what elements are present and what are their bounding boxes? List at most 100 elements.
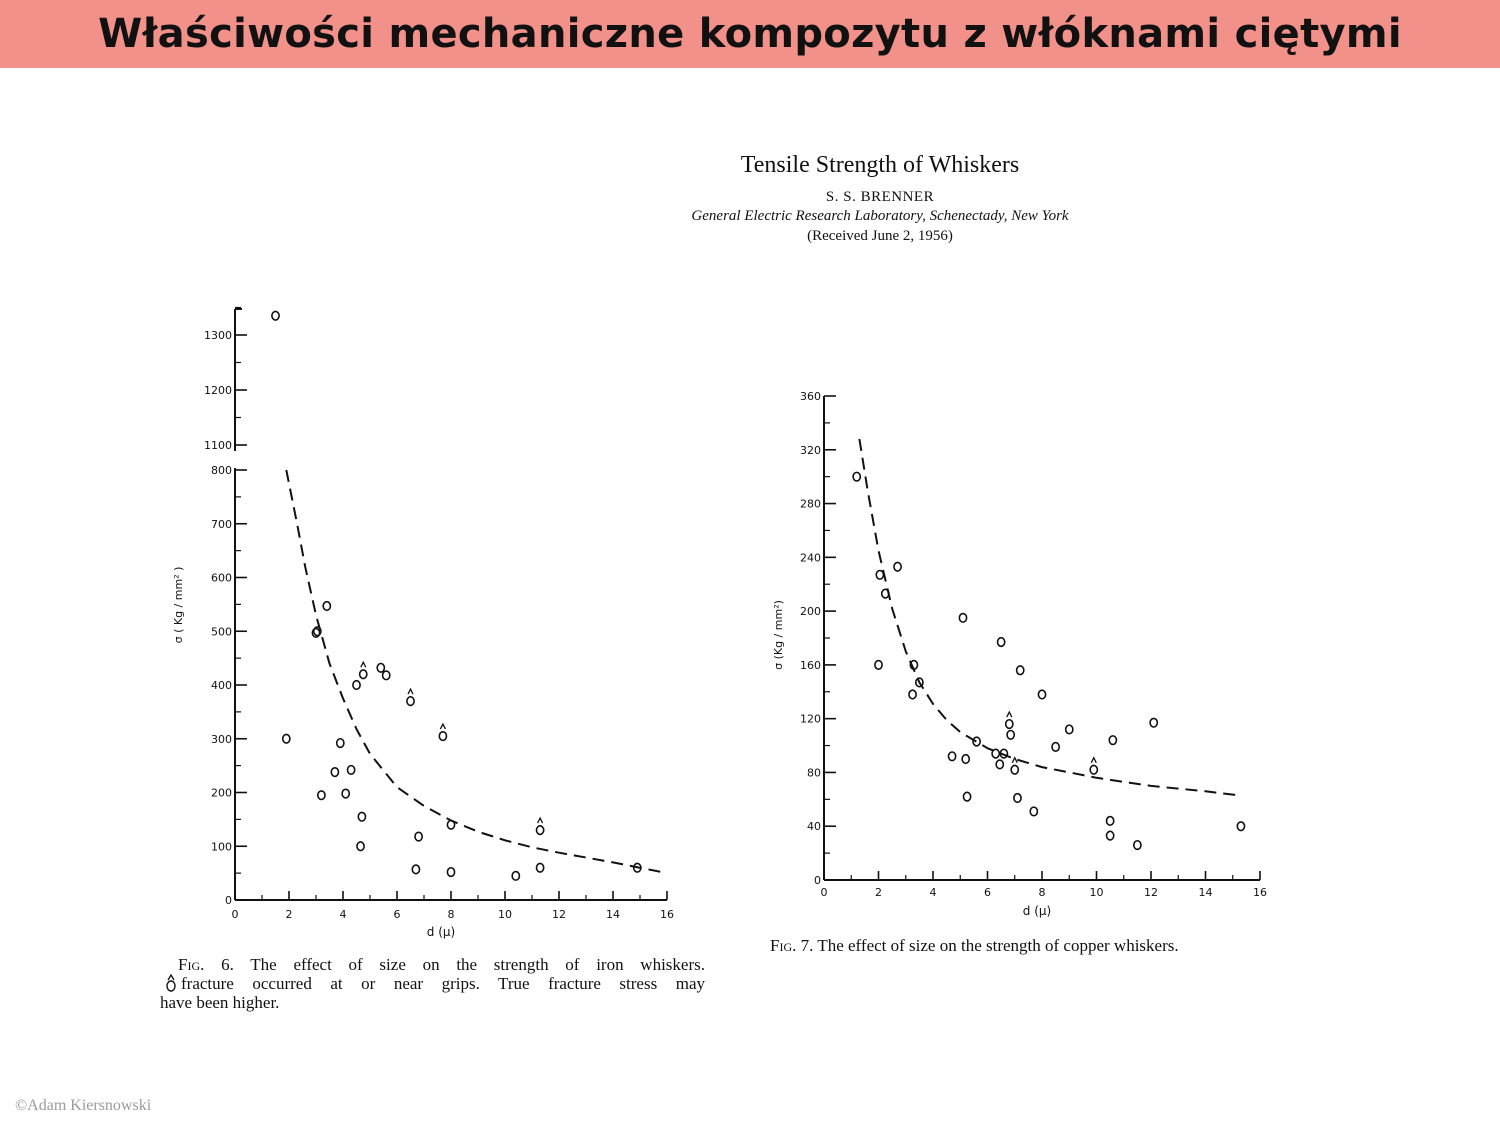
fig6-y-axis-label: σ ( Kg / mm² ) bbox=[172, 567, 185, 644]
fig6-data-point bbox=[341, 788, 351, 799]
fig7-data-point bbox=[991, 748, 1001, 759]
fig7-data-point bbox=[1149, 717, 1159, 728]
fig6-data-point bbox=[352, 679, 361, 691]
paper-author: S. S. BRENNER bbox=[825, 189, 935, 205]
fig7-x-tick-label: 4 bbox=[930, 886, 937, 899]
fig7-data-point bbox=[999, 748, 1009, 759]
fig6-data-point bbox=[311, 627, 321, 638]
fig7-data-point bbox=[958, 612, 968, 623]
paper-received-date: (Received June 2, 1956) bbox=[807, 228, 953, 244]
fig7-data-point bbox=[875, 569, 885, 580]
fig6-data-point bbox=[511, 870, 521, 881]
fig6-data-point bbox=[406, 696, 415, 707]
fig6-y-tick-label: 100 bbox=[211, 840, 232, 853]
fig7-data-point bbox=[880, 588, 890, 599]
fig7-data-point bbox=[961, 753, 971, 765]
fig7-data-point bbox=[1064, 724, 1074, 735]
fig7-x-tick-label: 16 bbox=[1253, 886, 1267, 899]
fig7-data-point bbox=[908, 689, 917, 700]
grip-fracture-symbol-icon bbox=[166, 974, 176, 992]
fig7-copper-chart: 0 2 4 6 8 10 12 14 1604080120160200240280320360d… bbox=[772, 390, 1267, 918]
fig7-data-point bbox=[1089, 764, 1099, 775]
fig7-trend-line bbox=[858, 438, 1239, 797]
fig7-data-point bbox=[1105, 830, 1115, 841]
fig6-y-tick-label-upper: 1100 bbox=[204, 439, 232, 452]
fig6-data-point-grip-arrow bbox=[537, 816, 544, 824]
fig7-y-tick-label: 360 bbox=[800, 390, 821, 403]
fig6-y-tick-label-upper: 1200 bbox=[204, 384, 232, 397]
fig6-y-tick-label: 800 bbox=[211, 464, 232, 477]
fig7-data-point-grip-arrow bbox=[1006, 710, 1013, 718]
fig6-x-tick-label: 14 bbox=[606, 908, 620, 921]
fig7-data-point bbox=[914, 677, 924, 688]
paper-affiliation: General Electric Research Laboratory, Sc… bbox=[691, 208, 1069, 224]
fig7-data-point bbox=[1105, 815, 1115, 826]
slide-title-bar: Właściwości mechaniczne kompozytu z włók… bbox=[0, 0, 1500, 68]
fig7-data-point bbox=[1015, 665, 1025, 676]
fig7-x-tick-label: 6 bbox=[984, 886, 991, 899]
fig7-data-point bbox=[962, 791, 972, 802]
fig6-data-point bbox=[446, 866, 456, 878]
fig7-data-point bbox=[1006, 729, 1016, 740]
fig7-data-point bbox=[1037, 689, 1047, 700]
fig6-x-tick-label: 6 bbox=[394, 908, 401, 921]
fig6-data-point bbox=[271, 310, 280, 321]
fig7-data-point bbox=[909, 659, 919, 670]
fig6-data-point bbox=[381, 670, 391, 681]
fig7-caption: Fig. 7. The effect of size on the streng… bbox=[770, 936, 1290, 955]
fig6-y-tick-label: 400 bbox=[211, 679, 232, 692]
fig7-y-tick-label: 80 bbox=[807, 766, 821, 779]
fig6-x-axis-label: d (μ) bbox=[427, 925, 455, 939]
fig6-x-tick-label: 4 bbox=[340, 908, 347, 921]
fig6-caption-line2: fracture occurred at or near grips. True… bbox=[160, 974, 705, 993]
fig7-caption-label: Fig. 7. bbox=[770, 936, 814, 955]
fig7-x-tick-label: 2 bbox=[875, 886, 882, 899]
slide-title: Właściwości mechaniczne kompozytu z włók… bbox=[98, 11, 1402, 57]
fig6-data-point bbox=[414, 831, 423, 842]
fig6-data-point bbox=[535, 825, 545, 836]
fig6-caption: Fig. 6. The effect of size on the streng… bbox=[160, 955, 705, 1012]
fig6-x-tick-label: 2 bbox=[286, 908, 293, 921]
fig6-caption-text-2: fracture occurred at or near grips. True… bbox=[181, 974, 705, 993]
fig6-data-point bbox=[356, 841, 365, 852]
fig6-trend-line bbox=[285, 469, 662, 873]
fig7-data-point bbox=[1108, 735, 1118, 746]
fig7-y-tick-label: 200 bbox=[800, 605, 821, 618]
fig6-caption-text-3: have been higher. bbox=[160, 993, 280, 1012]
fig7-data-point bbox=[972, 736, 981, 747]
fig7-y-tick-label: 320 bbox=[800, 444, 821, 457]
fig7-x-tick-label: 12 bbox=[1144, 886, 1158, 899]
fig7-y-tick-label: 40 bbox=[807, 820, 821, 833]
fig6-data-point bbox=[376, 662, 386, 673]
fig6-data-point bbox=[335, 737, 345, 749]
fig6-data-point bbox=[357, 811, 367, 822]
fig7-y-tick-label: 280 bbox=[800, 498, 821, 511]
fig6-data-point bbox=[346, 764, 356, 776]
fig6-caption-line1: Fig. 6. The effect of size on the streng… bbox=[160, 955, 705, 974]
fig6-data-point-grip-arrow bbox=[439, 722, 446, 730]
copyright-footer: ©Adam Kiersnowski bbox=[15, 1097, 152, 1114]
fig6-x-tick-label: 16 bbox=[660, 908, 674, 921]
fig6-x-tick-label: 10 bbox=[498, 908, 512, 921]
fig6-data-point-grip-arrow bbox=[360, 660, 367, 668]
fig7-data-point bbox=[995, 759, 1005, 770]
fig6-data-point bbox=[281, 733, 291, 744]
fig7-y-axis-label: σ (Kg / mm²) bbox=[772, 600, 785, 670]
fig6-data-point bbox=[411, 864, 421, 875]
fig6-data-point-grip-arrow bbox=[407, 687, 414, 695]
fig7-data-point bbox=[1236, 821, 1246, 832]
fig6-data-point bbox=[358, 669, 368, 680]
fig7-data-point bbox=[996, 636, 1006, 648]
fig6-data-point bbox=[632, 862, 642, 873]
fig7-y-tick-label: 120 bbox=[800, 713, 821, 726]
fig6-x-tick-label: 0 bbox=[232, 908, 239, 921]
fig6-caption-text: The effect of size on the strength of ir… bbox=[250, 955, 705, 974]
fig7-x-tick-label: 14 bbox=[1199, 886, 1213, 899]
fig7-data-point-grip-arrow bbox=[1090, 756, 1097, 764]
fig7-y-tick-label: 0 bbox=[814, 874, 821, 887]
fig6-data-point bbox=[322, 600, 332, 612]
fig7-data-point bbox=[1051, 741, 1061, 753]
fig6-data-point bbox=[330, 766, 340, 778]
fig6-x-tick-label: 12 bbox=[552, 908, 566, 921]
fig6-x-tick-label: 8 bbox=[448, 908, 455, 921]
